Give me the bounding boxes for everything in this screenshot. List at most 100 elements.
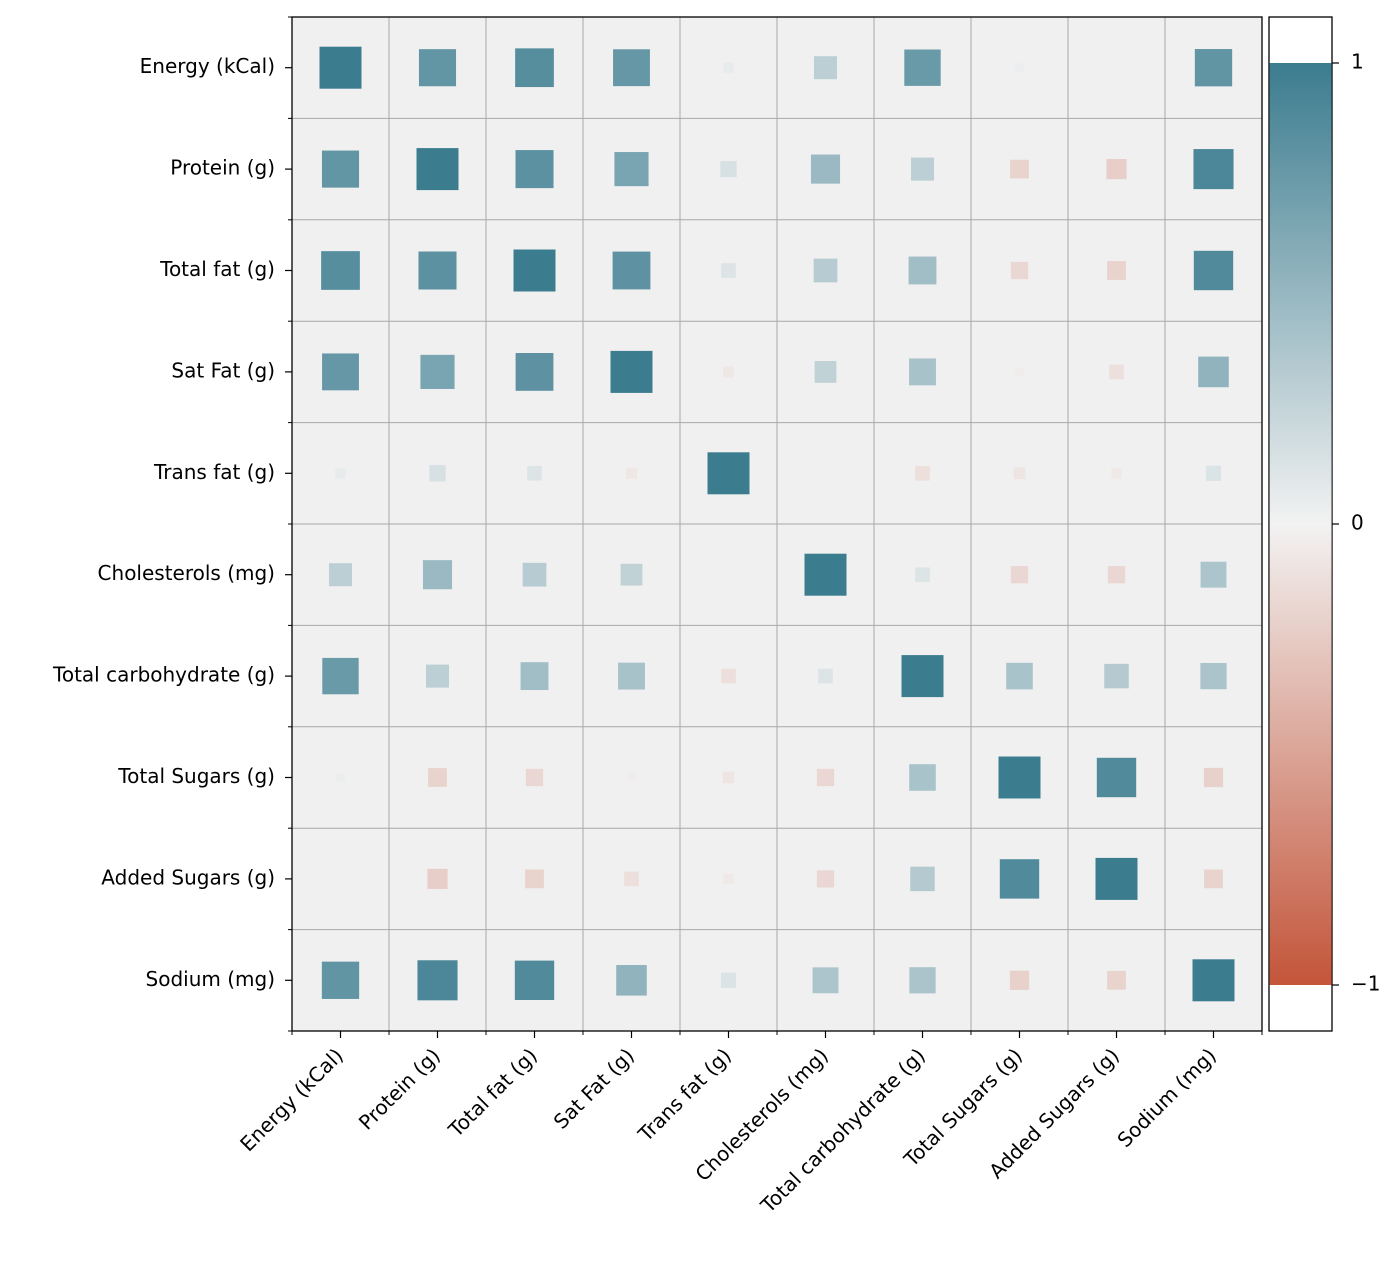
heatmap-cell <box>416 148 459 191</box>
heatmap-cell <box>904 49 941 86</box>
heatmap-cell <box>909 764 936 791</box>
heatmap-cell <box>909 967 936 994</box>
heatmap-cell <box>707 452 750 495</box>
y-tick-label: Total Sugars (g) <box>117 764 275 788</box>
heatmap-cell <box>1109 364 1124 380</box>
colorbar-gradient <box>1269 63 1332 985</box>
y-tick-label: Cholesterols (mg) <box>98 561 275 585</box>
heatmap-cell <box>1107 261 1126 280</box>
y-tick-label: Sat Fat (g) <box>171 358 275 382</box>
heatmap-cell <box>1104 663 1129 689</box>
heatmap-cell <box>420 354 455 389</box>
heatmap-cell <box>616 965 647 996</box>
y-tick-label: Energy (kCal) <box>140 54 275 78</box>
heatmap-cell <box>915 567 930 582</box>
heatmap-cell <box>1010 261 1029 280</box>
heatmap-cell <box>1193 149 1234 190</box>
heatmap-cell <box>515 48 554 88</box>
y-tick-label: Sodium (mg) <box>146 967 275 991</box>
heatmap-cell <box>1200 662 1227 690</box>
x-tick-label: Protein (g) <box>354 1043 445 1134</box>
heatmap-cell <box>614 152 649 187</box>
colorbar: 1 0 −1 <box>1268 16 1380 1032</box>
heatmap-cell <box>321 961 360 999</box>
heatmap-cell <box>720 972 737 988</box>
y-tick-label: Total carbohydrate (g) <box>52 663 275 687</box>
heatmap-cell <box>1204 869 1223 889</box>
heatmap-cell <box>1205 465 1222 481</box>
heatmap-cell <box>915 466 930 481</box>
heatmap-cell <box>612 251 651 290</box>
heatmap-cell <box>1203 767 1224 788</box>
heatmap-cell <box>723 62 734 73</box>
heatmap-cell <box>418 251 457 290</box>
heatmap-cell <box>999 859 1040 899</box>
heatmap-cell <box>723 873 734 885</box>
heatmap-cell <box>336 773 345 782</box>
heatmap-cell <box>514 960 555 1000</box>
heatmap-cell <box>1106 159 1127 180</box>
y-tick-label: Added Sugars (g) <box>101 865 275 889</box>
heatmap-cell <box>804 553 847 596</box>
heatmap-cell <box>725 571 732 578</box>
colorbar-tick-label: 0 <box>1351 511 1364 535</box>
heatmap-cell <box>429 465 446 482</box>
heatmap-cell <box>1015 367 1024 377</box>
heatmap-cell <box>610 350 653 393</box>
heatmap-cell <box>1095 857 1138 900</box>
heatmap-cell <box>525 768 544 787</box>
x-tick-label: Energy (kCal) <box>235 1043 348 1156</box>
heatmap-cell <box>522 562 547 587</box>
heatmap-cell <box>322 657 359 695</box>
heatmap-cell <box>322 353 359 391</box>
heatmap-cell <box>1015 63 1024 72</box>
heatmap-cell <box>321 251 360 290</box>
heatmap-cell <box>720 160 737 178</box>
y-tick-label: Trans fat (g) <box>153 460 275 484</box>
heatmap-cell <box>998 756 1041 799</box>
heatmap-cell <box>1107 970 1126 990</box>
heatmap-cell <box>1200 561 1227 588</box>
x-tick-label: Total carbohydrate (g) <box>755 1043 930 1218</box>
heatmap-cell <box>1194 49 1233 87</box>
heatmap-cell <box>319 46 362 89</box>
x-axis-labels: Energy (kCal) Protein (g)Total fat (g) Sat… <box>235 1043 1221 1218</box>
heatmap-cell <box>1111 468 1122 479</box>
heatmap-cell <box>335 468 346 479</box>
heatmap-cell <box>525 869 544 889</box>
heatmap-cell <box>822 470 829 477</box>
heatmap-cell <box>321 150 360 188</box>
colorbar-tick-label: 1 <box>1351 50 1364 74</box>
heatmap-cell <box>1010 159 1029 179</box>
heatmap-cell <box>910 866 935 892</box>
heatmap-cell <box>1009 970 1030 990</box>
heatmap-cell <box>418 49 457 87</box>
heatmap-cell <box>909 358 936 386</box>
heatmap-cell <box>721 668 736 684</box>
heatmap-cell <box>910 157 935 181</box>
heatmap-cell <box>722 771 735 784</box>
grid-lines <box>292 17 1262 1031</box>
heatmap-cell <box>721 263 736 278</box>
y-tick-label: Total fat (g) <box>159 257 275 281</box>
heatmap-cell <box>627 773 636 782</box>
heatmap-cell <box>1010 566 1029 584</box>
heatmap-cell <box>722 366 735 378</box>
heatmap-cell <box>1198 356 1229 388</box>
heatmap-cell <box>816 870 835 888</box>
y-axis-labels: Energy (kCal) Protein (g) Total fat (g) Sat… <box>52 54 275 991</box>
heatmap-cell <box>425 664 450 688</box>
heatmap-cell <box>813 56 838 80</box>
x-tick-label: Sodium (mg) <box>1112 1043 1221 1152</box>
heatmap-cell <box>328 563 353 587</box>
heatmap-cell <box>428 768 447 787</box>
heatmap-cell <box>618 662 645 690</box>
heatmap-cell <box>513 249 556 292</box>
heatmap-cell <box>810 154 841 184</box>
heatmap-cell <box>613 49 650 87</box>
heatmap-cell <box>818 668 833 684</box>
heatmap-cell <box>1096 757 1137 798</box>
heatmap-cell <box>812 967 839 994</box>
heatmap-cell <box>520 662 549 691</box>
colorbar-tick-label: −1 <box>1351 972 1380 996</box>
